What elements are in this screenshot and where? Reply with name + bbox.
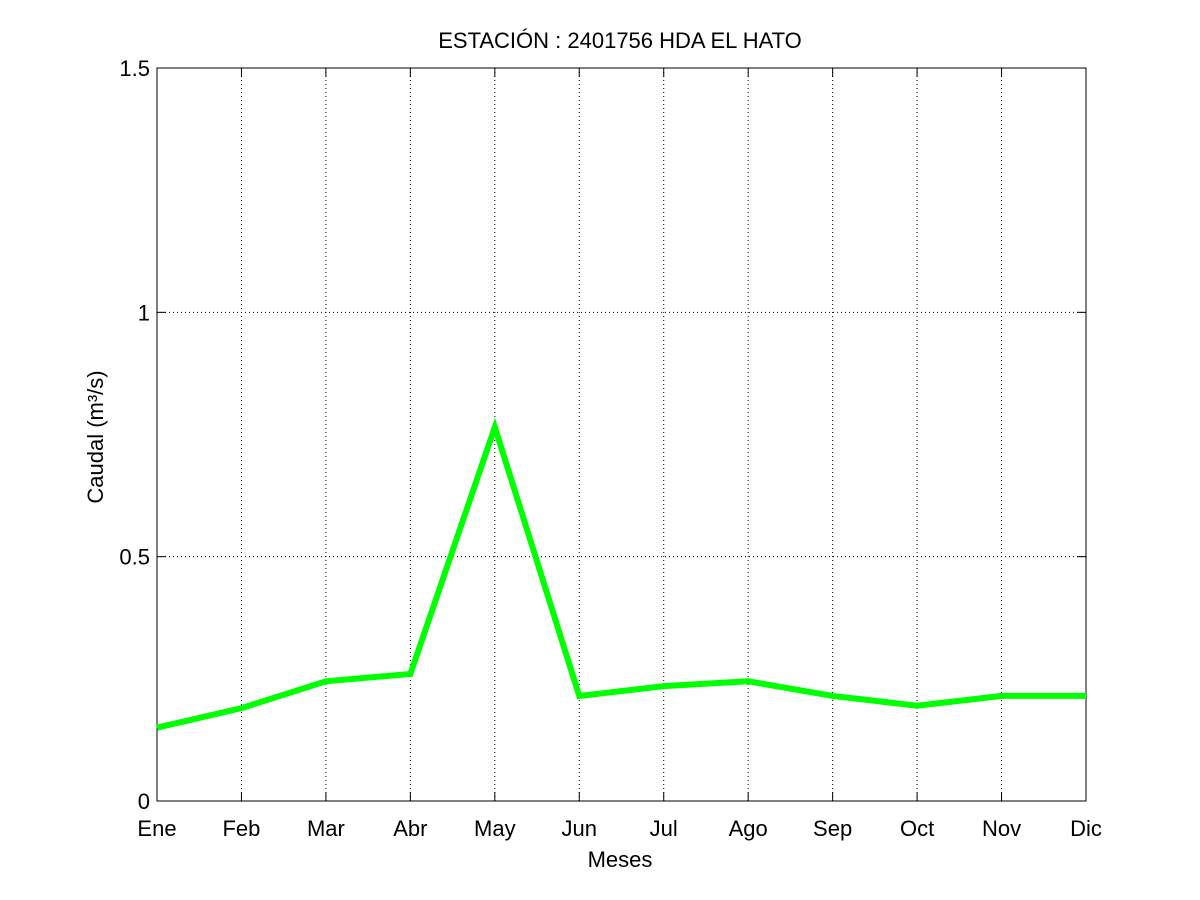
tick-marks <box>156 67 1087 802</box>
x-tick-label: Ene <box>137 816 176 841</box>
data-point <box>916 705 918 707</box>
x-tick-label: Abr <box>393 816 427 841</box>
x-tick-labels: Ene Feb Mar Abr May Jun Jul Ago Sep Oct Nov Dic <box>137 816 1101 841</box>
data-point <box>663 685 665 687</box>
chart-title: ESTACIÓN : 2401756 HDA EL HATO <box>438 28 802 53</box>
x-axis-label: Meses <box>588 847 653 872</box>
x-tick-label: Jul <box>650 816 678 841</box>
y-axis-label: Caudal (m³/s) <box>83 370 108 503</box>
y-tick-label: 1 <box>138 300 150 325</box>
data-point <box>578 695 580 697</box>
y-tick-label: 1.5 <box>119 56 150 81</box>
x-tick-label: Jun <box>562 816 597 841</box>
y-tick-label: 0 <box>138 789 150 814</box>
y-tick-label: 0.5 <box>119 545 150 570</box>
data-point <box>409 673 411 675</box>
x-tick-label: Nov <box>982 816 1021 841</box>
series-layer <box>156 417 1087 731</box>
x-tick-label: Oct <box>900 816 934 841</box>
data-point <box>1001 695 1003 697</box>
y-tick-labels: 0 0.5 1 1.5 <box>119 56 150 814</box>
x-tick-label: May <box>474 816 516 841</box>
data-point <box>494 426 496 428</box>
data-point <box>156 727 158 729</box>
data-point <box>747 680 749 682</box>
x-tick-label: Ago <box>729 816 768 841</box>
series-line <box>156 417 1086 731</box>
x-tick-label: Sep <box>813 816 852 841</box>
plot-frame <box>156 67 1087 802</box>
data-point <box>1085 695 1087 697</box>
data-point <box>325 680 327 682</box>
x-tick-label: Feb <box>222 816 260 841</box>
data-point <box>832 695 834 697</box>
x-tick-label: Dic <box>1070 816 1102 841</box>
x-tick-label: Mar <box>307 816 345 841</box>
data-point <box>240 707 242 709</box>
